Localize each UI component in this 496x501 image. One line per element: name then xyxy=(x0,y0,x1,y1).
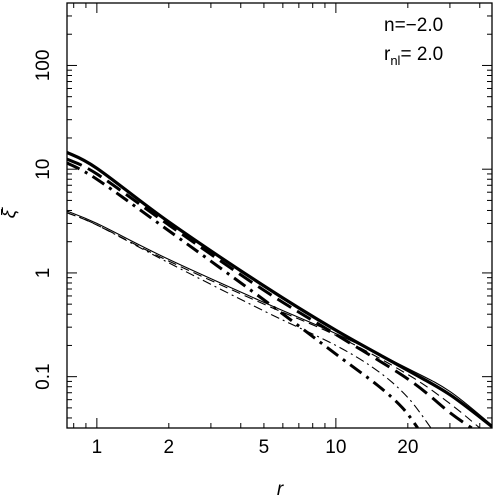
y-tick-label: 0.1 xyxy=(33,363,54,389)
x-tick-label: 2 xyxy=(164,437,175,458)
series-line-thin-dashdot xyxy=(67,212,432,428)
series-line-thick-dashdot xyxy=(67,161,419,428)
y-tick-label: 100 xyxy=(33,50,54,82)
plot-frame xyxy=(66,2,493,429)
series-line-thick-dash xyxy=(67,157,473,428)
annotation-rnl: rnl= 2.0 xyxy=(384,44,443,68)
series-layer xyxy=(67,151,492,428)
annotation-n: n=−2.0 xyxy=(384,15,443,36)
y-tick-label: 1 xyxy=(33,268,54,279)
annotation-rnl-value: = 2.0 xyxy=(400,44,443,65)
annotation-rnl-sub: nl xyxy=(390,53,400,68)
series-line-thin-dash xyxy=(67,212,481,428)
series-line-thin-solid xyxy=(67,210,492,426)
x-tick-label: 1 xyxy=(92,437,103,458)
y-axis-label: ξ̄ xyxy=(0,207,20,218)
series-line-thick-solid xyxy=(67,151,492,428)
x-tick-label: 5 xyxy=(259,437,270,458)
x-tick-label: 10 xyxy=(325,437,346,458)
y-axis-label-group: ξ̄ xyxy=(0,207,20,218)
y-tick-label: 10 xyxy=(33,159,54,180)
x-tick-label: 20 xyxy=(397,437,418,458)
x-axis-label: r xyxy=(277,479,284,500)
annotation-rnl-main: r xyxy=(384,44,391,65)
tick-labels: 1 2 5 10 20 0.1 1 10 100 xyxy=(33,50,418,458)
tick-marks xyxy=(67,2,492,428)
